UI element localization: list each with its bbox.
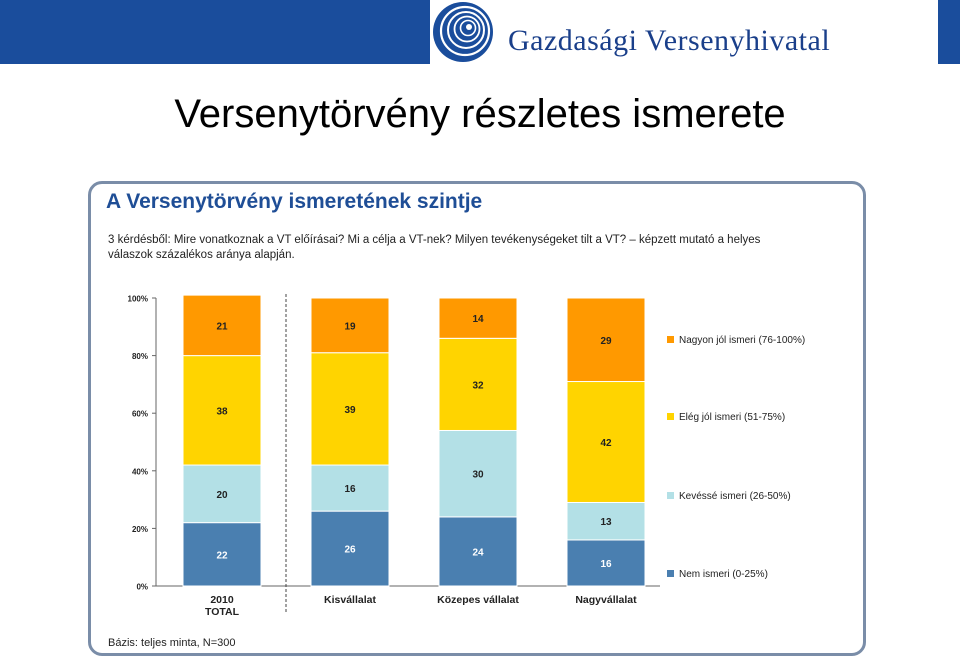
bar-segment bbox=[182, 522, 262, 587]
bar-segment bbox=[310, 510, 390, 587]
legend-swatch bbox=[667, 492, 674, 499]
bar-segment bbox=[438, 337, 518, 431]
brand-stripe-right bbox=[938, 0, 960, 64]
bar-segment bbox=[182, 355, 262, 466]
y-tick-label: 100% bbox=[128, 295, 148, 304]
y-tick-label: 40% bbox=[132, 467, 148, 476]
bar-segment bbox=[310, 297, 390, 354]
category-label: Nagyvállalat bbox=[575, 594, 637, 606]
legend-swatch bbox=[667, 336, 674, 343]
bar-segment bbox=[310, 464, 390, 512]
category-label: TOTAL bbox=[205, 606, 240, 618]
bar-segment bbox=[438, 429, 518, 518]
legend-label: Kevéssé ismeri (26-50%) bbox=[679, 491, 791, 502]
bar-segment bbox=[566, 539, 646, 587]
data-label: 32 bbox=[472, 380, 484, 391]
data-label: 30 bbox=[472, 470, 484, 481]
logo-text: Gazdasági Versenyhivatal bbox=[508, 24, 831, 57]
chart-footnote: Bázis: teljes minta, N=300 bbox=[108, 637, 236, 649]
brand-stripe-left bbox=[0, 0, 430, 64]
data-label: 16 bbox=[344, 484, 356, 495]
chart-subtitle: 3 kérdésből: Mire vonatkoznak a VT előír… bbox=[108, 234, 761, 261]
category-label: Kisvállalat bbox=[324, 594, 376, 606]
header-bar: Gazdasági Versenyhivatal bbox=[0, 0, 960, 66]
data-label: 29 bbox=[600, 336, 612, 347]
legend-label: Nagyon jól ismeri (76-100%) bbox=[679, 335, 805, 346]
y-tick-label: 20% bbox=[132, 525, 148, 534]
data-label: 14 bbox=[472, 314, 484, 325]
data-label: 22 bbox=[216, 550, 228, 561]
logo-spiral-icon bbox=[433, 2, 493, 62]
category-label: Közepes vállalat bbox=[437, 594, 519, 606]
data-label: 19 bbox=[344, 321, 356, 332]
bar-segment bbox=[438, 516, 518, 587]
y-tick-label: 0% bbox=[136, 583, 148, 592]
bar-segment bbox=[182, 464, 262, 524]
data-label: 21 bbox=[216, 321, 228, 332]
bar-segment bbox=[566, 501, 646, 541]
y-tick-label: 60% bbox=[132, 410, 148, 419]
legend-label: Nem ismeri (0-25%) bbox=[679, 569, 768, 580]
data-label: 20 bbox=[216, 490, 228, 501]
bar-segment bbox=[310, 352, 390, 466]
category-label: 2010 bbox=[210, 594, 234, 606]
bar-segment bbox=[438, 297, 518, 339]
data-label: 16 bbox=[600, 559, 612, 570]
legend-swatch bbox=[667, 570, 674, 577]
data-label: 42 bbox=[600, 438, 612, 449]
data-label: 39 bbox=[344, 405, 356, 416]
legend-swatch bbox=[667, 413, 674, 420]
data-label: 13 bbox=[600, 517, 612, 528]
slide-title: Versenytörvény részletes ismerete bbox=[174, 92, 786, 136]
bar-segment bbox=[182, 294, 262, 357]
legend-label: Elég jól ismeri (51-75%) bbox=[679, 412, 785, 423]
bar-segment bbox=[566, 381, 646, 503]
chart-title: A Versenytörvény ismeretének szintje bbox=[106, 190, 483, 213]
data-label: 38 bbox=[216, 406, 228, 417]
bar-segment bbox=[566, 297, 646, 383]
y-tick-label: 80% bbox=[132, 352, 148, 361]
data-label: 26 bbox=[344, 545, 356, 556]
data-label: 24 bbox=[472, 547, 484, 558]
